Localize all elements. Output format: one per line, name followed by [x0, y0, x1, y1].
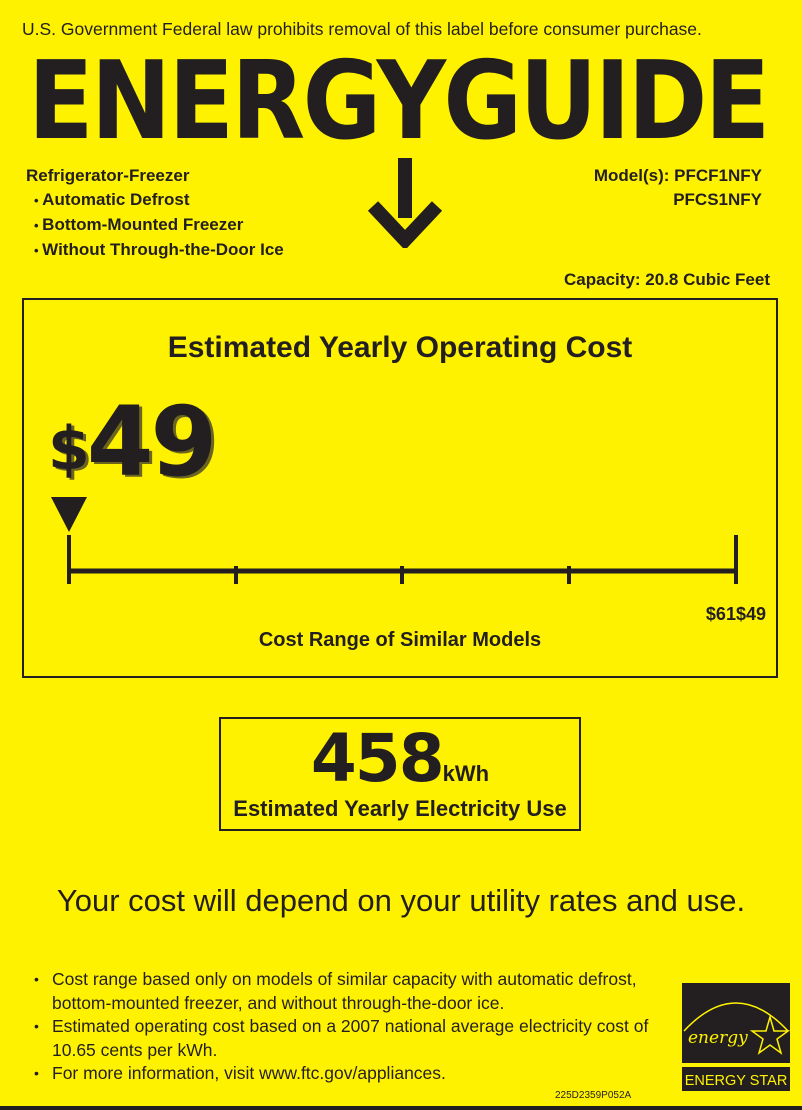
energyguide-title: ENERGYGUIDE [28, 39, 770, 164]
capacity: Capacity: 20.8 Cubic Feet [564, 270, 770, 289]
appliance-type: Refrigerator-Freezer [26, 166, 190, 185]
footnote-item: Cost range based only on models of simil… [34, 968, 680, 1015]
feature-item: Automatic Defrost [34, 190, 284, 211]
cost-disclaimer: Your cost will depend on your utility ra… [56, 883, 746, 918]
energy-star-label: ENERGY STAR [685, 1073, 788, 1089]
cost-range-scale [51, 497, 738, 584]
kwh-unit: kWh [442, 761, 490, 786]
bottom-border [0, 1106, 802, 1110]
models-label: Model(s): [593, 166, 670, 185]
energy-star-logo-icon: energy ENERGY STAR [682, 983, 790, 1091]
kwh-value: 458 [310, 720, 445, 797]
energy-script: energy [688, 1028, 748, 1048]
electricity-use-box: 458kWh Estimated Yearly Electricity Use [219, 717, 581, 831]
appliance-info: Refrigerator-Freezer Automatic Defrost B… [26, 166, 284, 261]
cost-range-title: Cost Range of Similar Models [258, 629, 542, 651]
operating-cost-box: Estimated Yearly Operating Cost $49 $61$… [22, 298, 778, 678]
cost-amount: 49 [86, 386, 218, 498]
operating-cost-value: $49 [48, 392, 217, 499]
footnotes: Cost range based only on models of simil… [34, 968, 680, 1086]
model-numbers: Model(s): PFCF1NFY PFCS1NFY [594, 166, 762, 210]
cost-range-label: $61$49 [705, 604, 766, 624]
cost-marker-icon [51, 497, 87, 532]
feature-item: Without Through-the-Door Ice [34, 240, 284, 261]
label-code: 225D2359P052A [555, 1090, 632, 1101]
electricity-use-label: Estimated Yearly Electricity Use [233, 796, 567, 821]
down-arrow-icon [367, 158, 443, 248]
model-number: PFCF1NFY [674, 166, 762, 185]
currency-symbol: $ [48, 414, 90, 484]
footnote-item: Estimated operating cost based on a 2007… [34, 1015, 680, 1062]
footnote-item: For more information, visit www.ftc.gov/… [34, 1062, 680, 1086]
model-number: PFCS1NFY [673, 190, 762, 209]
operating-cost-title: Estimated Yearly Operating Cost [167, 331, 633, 364]
feature-item: Bottom-Mounted Freezer [34, 215, 284, 236]
legal-notice: U.S. Government Federal law prohibits re… [22, 19, 702, 39]
